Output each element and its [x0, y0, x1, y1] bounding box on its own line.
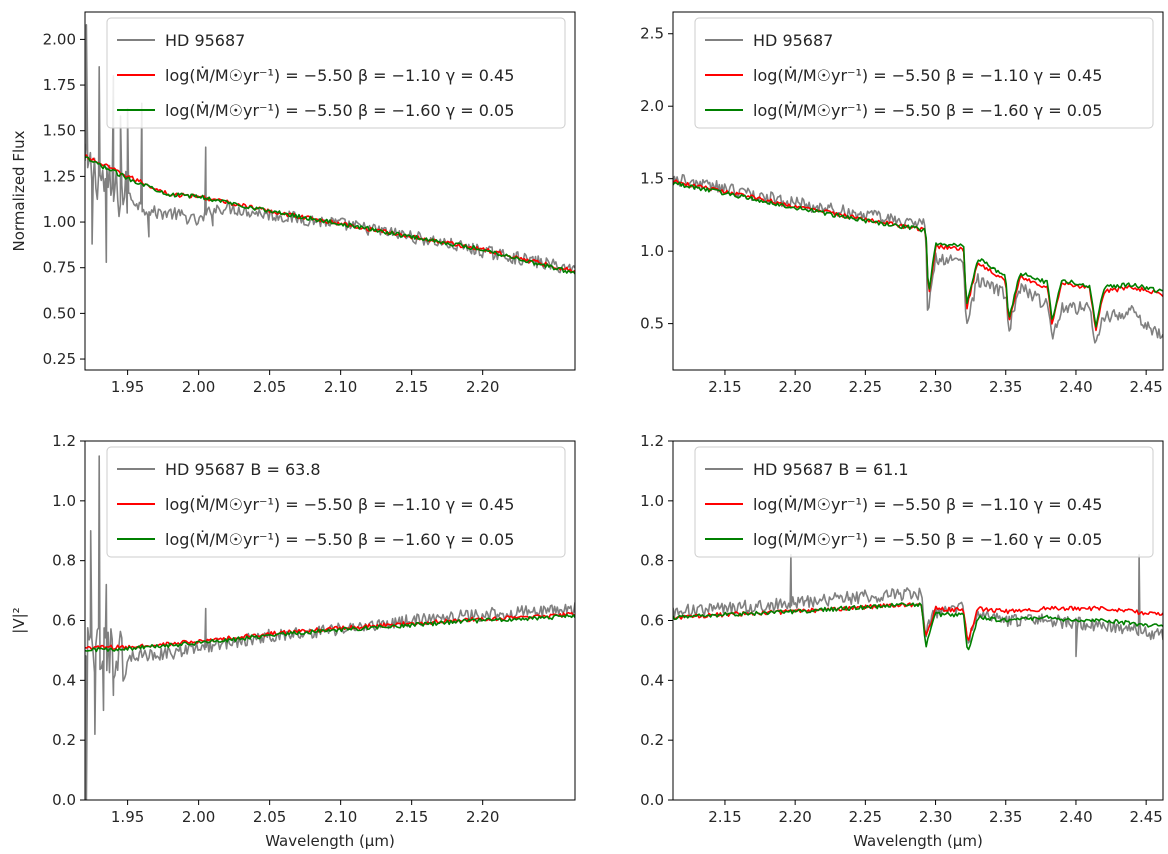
- series-line-model-green: [673, 181, 1163, 328]
- plot-area: [85, 24, 575, 275]
- y-tick-label: 0.0: [640, 791, 664, 809]
- y-tick-label: 1.0: [52, 492, 76, 510]
- legend-box: [694, 17, 1154, 129]
- legend-entry: HD 95687: [753, 31, 833, 50]
- x-tick-label: 2.25: [849, 378, 882, 396]
- series-line-model-green: [85, 613, 575, 653]
- x-tick-label: 2.05: [253, 378, 286, 396]
- y-tick-label: 0.5: [640, 315, 664, 333]
- y-tick-label: 1.0: [640, 242, 664, 260]
- x-tick-label: 1.95: [111, 378, 144, 396]
- series-line-observed: [85, 455, 575, 800]
- x-tick-label: 2.20: [778, 808, 811, 826]
- legend-box: [106, 17, 566, 129]
- series-line-model-green: [673, 602, 1163, 651]
- series-line-model-red: [673, 179, 1163, 332]
- legend-entry: log(Ṁ/M☉yr⁻¹) = −5.50 β = −1.60 γ = 0.05: [753, 101, 1102, 120]
- legend-entry: log(Ṁ/M☉yr⁻¹) = −5.50 β = −1.10 γ = 0.45: [165, 66, 514, 85]
- y-tick-label: 1.50: [43, 122, 76, 140]
- legend-entry: HD 95687 B = 61.1: [753, 460, 909, 479]
- legend: HD 95687 B = 61.1 log(Ṁ/M☉yr⁻¹) = −5.50 β…: [694, 446, 1154, 558]
- legend-entry: log(Ṁ/M☉yr⁻¹) = −5.50 β = −1.10 γ = 0.45: [165, 495, 514, 514]
- y-tick-label: 0.25: [43, 350, 76, 368]
- x-tick-label: 2.45: [1129, 808, 1162, 826]
- y-tick-label: 0.50: [43, 304, 76, 322]
- series-line-model-green: [85, 156, 575, 275]
- y-tick-label: 1.2: [52, 432, 76, 450]
- series-line-observed: [673, 174, 1163, 344]
- x-tick-label: 2.00: [182, 808, 215, 826]
- series-line-model-red: [85, 611, 575, 650]
- x-tick-label: 2.10: [324, 808, 357, 826]
- y-tick-label: 1.75: [43, 76, 76, 94]
- x-tick-label: 2.25: [849, 808, 882, 826]
- panel-top-right: 2.15 2.20 2.25 2.30 2.35 2.40 2.45 0.5 1.0 1.5 2.0…: [640, 11, 1164, 396]
- x-tick-label: 2.20: [466, 808, 499, 826]
- x-tick-label: 2.10: [324, 378, 357, 396]
- legend-entry: log(Ṁ/M☉yr⁻¹) = −5.50 β = −1.10 γ = 0.45: [753, 66, 1102, 85]
- y-tick-label: 0.8: [52, 552, 76, 570]
- legend-entry: log(Ṁ/M☉yr⁻¹) = −5.50 β = −1.60 γ = 0.05: [753, 530, 1102, 549]
- legend: HD 95687 log(Ṁ/M☉yr⁻¹) = −5.50 β = −1.10 …: [106, 17, 566, 129]
- x-tick-label: 2.15: [395, 378, 428, 396]
- y-tick-label: 1.0: [640, 492, 664, 510]
- panel-top-left: 1.95 2.00 2.05 2.10 2.15 2.20 0.25 0.50 0.75 1.00…: [10, 11, 576, 396]
- y-tick-label: 0.6: [640, 612, 664, 630]
- axes-frame: [672, 11, 1164, 371]
- y-tick-label: 0.2: [640, 731, 664, 749]
- x-tick-label: 2.40: [1059, 808, 1092, 826]
- panel-bottom-right: 2.15 2.20 2.25 2.30 2.35 2.40 2.45 0.0 0.2 0.4 0.6…: [640, 432, 1164, 850]
- y-tick-label: 0.2: [52, 731, 76, 749]
- legend: HD 95687 B = 63.8 log(Ṁ/M☉yr⁻¹) = −5.50 β…: [106, 446, 566, 558]
- y-tick-label: 1.25: [43, 167, 76, 185]
- x-tick-label: 2.40: [1059, 378, 1092, 396]
- y-tick-label: 2.00: [43, 30, 76, 48]
- y-tick-label: 1.5: [640, 170, 664, 188]
- x-axis-label: Wavelength (μm): [265, 832, 395, 850]
- y-tick-label: 0.8: [640, 552, 664, 570]
- x-tick-label: 2.35: [989, 378, 1022, 396]
- plot-area: [673, 553, 1163, 658]
- panel-bottom-left: 1.95 2.00 2.05 2.10 2.15 2.20 0.0 0.2 0.4 0.6 0.8 1…: [10, 432, 576, 850]
- x-tick-label: 2.30: [919, 808, 952, 826]
- legend-entry: log(Ṁ/M☉yr⁻¹) = −5.50 β = −1.60 γ = 0.05: [165, 530, 514, 549]
- y-tick-label: 0.75: [43, 259, 76, 277]
- series-line-observed: [673, 553, 1163, 658]
- legend-box: [694, 446, 1154, 558]
- x-tick-label: 2.35: [989, 808, 1022, 826]
- x-tick-label: 2.15: [708, 378, 741, 396]
- plot-area: [85, 455, 575, 800]
- plot-area: [673, 174, 1163, 344]
- y-tick-label: 1.2: [640, 432, 664, 450]
- y-tick-label: 0.4: [52, 671, 76, 689]
- legend-entry: HD 95687 B = 63.8: [165, 460, 321, 479]
- y-tick-label: 0.6: [52, 612, 76, 630]
- x-axis-label: Wavelength (μm): [853, 832, 983, 850]
- x-tick-label: 2.00: [182, 378, 215, 396]
- x-tick-label: 2.45: [1129, 378, 1162, 396]
- x-tick-label: 1.95: [111, 808, 144, 826]
- y-tick-label: 0.0: [52, 791, 76, 809]
- legend-entry: log(Ṁ/M☉yr⁻¹) = −5.50 β = −1.60 γ = 0.05: [165, 101, 514, 120]
- x-tick-label: 2.15: [708, 808, 741, 826]
- y-tick-label: 1.00: [43, 213, 76, 231]
- y-tick-label: 0.4: [640, 671, 664, 689]
- x-tick-label: 2.30: [919, 378, 952, 396]
- x-tick-label: 2.20: [778, 378, 811, 396]
- legend-entry: log(Ṁ/M☉yr⁻¹) = −5.50 β = −1.10 γ = 0.45: [753, 495, 1102, 514]
- axes-frame: [84, 11, 576, 371]
- y-axis-label: Normalized Flux: [10, 130, 28, 251]
- x-tick-label: 2.05: [253, 808, 286, 826]
- legend-entry: HD 95687: [165, 31, 245, 50]
- x-tick-label: 2.20: [466, 378, 499, 396]
- y-tick-label: 2.0: [640, 97, 664, 115]
- y-axis-label: |V|²: [10, 607, 28, 633]
- legend-box: [106, 446, 566, 558]
- y-tick-label: 2.5: [640, 25, 664, 43]
- x-tick-label: 2.15: [395, 808, 428, 826]
- legend: HD 95687 log(Ṁ/M☉yr⁻¹) = −5.50 β = −1.10 …: [694, 17, 1154, 129]
